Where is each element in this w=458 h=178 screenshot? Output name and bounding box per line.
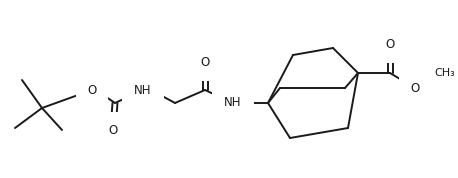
Text: CH₃: CH₃: [435, 68, 455, 78]
Text: O: O: [87, 83, 97, 96]
Text: NH: NH: [134, 83, 152, 96]
Text: O: O: [385, 38, 395, 51]
Text: O: O: [109, 124, 118, 137]
Text: O: O: [201, 56, 210, 69]
Text: NH: NH: [224, 96, 242, 109]
Text: O: O: [410, 82, 420, 95]
